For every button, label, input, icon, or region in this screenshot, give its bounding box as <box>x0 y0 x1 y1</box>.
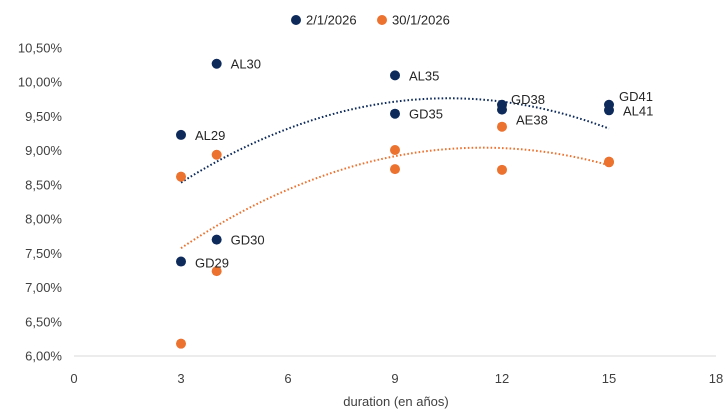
legend-marker <box>291 15 301 25</box>
x-axis-title: duration (en años) <box>343 394 449 409</box>
y-tick-label: 8,50% <box>25 177 62 192</box>
data-label: GD41 <box>619 89 653 104</box>
x-tick-label: 3 <box>177 371 184 386</box>
legend-marker <box>377 15 387 25</box>
data-point[interactable] <box>176 338 186 349</box>
legend-label: 30/1/2026 <box>392 13 450 28</box>
data-point[interactable] <box>497 164 507 175</box>
data-point[interactable] <box>497 121 507 132</box>
legend-item[interactable]: 30/1/2026 <box>377 13 450 28</box>
trendline <box>180 97 610 184</box>
y-axis-ticks: 6,00% 6,50% 7,00% 7,50% 8,00% 8,50% 9,00% 9,50%… <box>18 41 63 364</box>
data-label: GD30 <box>231 233 265 248</box>
y-tick-label: 9,50% <box>25 109 62 124</box>
data-label: GD35 <box>409 107 443 122</box>
data-point[interactable] <box>176 256 186 267</box>
x-tick-label: 18 <box>709 371 723 386</box>
legend-item[interactable]: 2/1/2026 <box>291 13 357 28</box>
y-tick-label: 7,00% <box>25 280 62 295</box>
y-tick-label: 6,50% <box>25 314 62 329</box>
legend: 2/1/2026 30/1/2026 <box>291 13 450 28</box>
data-point[interactable] <box>390 144 400 155</box>
y-tick-label: 6,00% <box>25 349 62 364</box>
data-point[interactable] <box>604 105 614 116</box>
data-label: AL29 <box>195 128 225 143</box>
data-point[interactable] <box>390 108 400 119</box>
x-tick-label: 15 <box>602 371 616 386</box>
data-point[interactable] <box>211 234 222 245</box>
y-tick-label: 8,00% <box>25 212 62 227</box>
x-axis-ticks: 0 3 6 9 12 15 18 <box>70 371 723 386</box>
data-label: AL41 <box>623 103 653 118</box>
y-tick-label: 9,00% <box>25 143 62 158</box>
data-label: GD38 <box>511 92 545 107</box>
y-tick-label: 10,50% <box>18 41 63 56</box>
data-point[interactable] <box>176 171 186 182</box>
data-point[interactable] <box>211 266 222 277</box>
data-point[interactable] <box>211 58 222 69</box>
data-point[interactable] <box>390 70 400 81</box>
series-blue <box>176 58 614 267</box>
y-tick-label: 7,50% <box>25 246 62 261</box>
data-point[interactable] <box>497 104 507 115</box>
x-tick-label: 0 <box>70 371 77 386</box>
x-tick-label: 9 <box>391 371 398 386</box>
data-label: AL30 <box>231 57 261 72</box>
data-point[interactable] <box>604 157 614 168</box>
data-label: AE38 <box>516 113 548 128</box>
series-orange <box>176 121 614 349</box>
data-point[interactable] <box>176 129 186 140</box>
data-label: AL35 <box>409 68 439 83</box>
y-tick-label: 10,00% <box>18 75 63 90</box>
x-tick-label: 6 <box>284 371 291 386</box>
data-label: GD29 <box>195 256 229 271</box>
x-tick-label: 12 <box>495 371 509 386</box>
data-point[interactable] <box>390 164 400 175</box>
data-point[interactable] <box>211 149 222 160</box>
legend-label: 2/1/2026 <box>306 13 357 28</box>
